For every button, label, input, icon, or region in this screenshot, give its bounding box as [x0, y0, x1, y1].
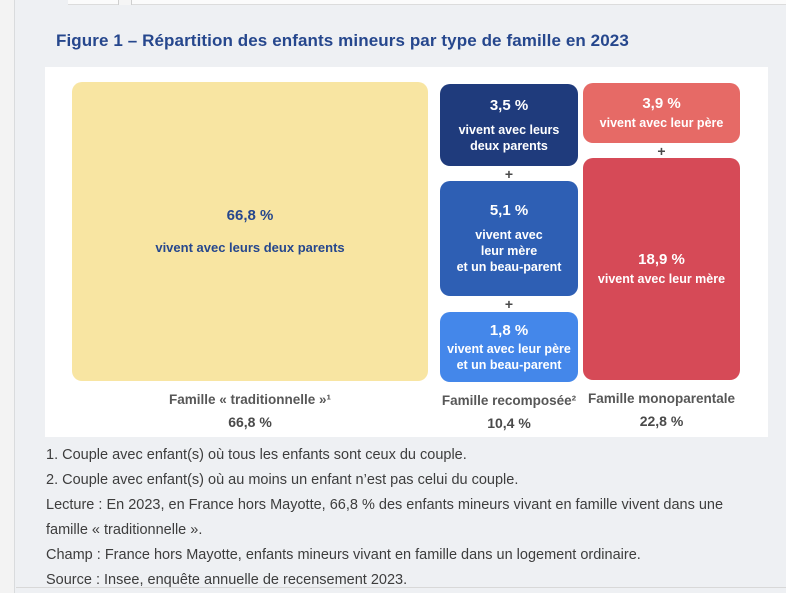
family-type-total: 10,4 % [487, 415, 531, 431]
block-percent: 5,1 % [489, 202, 529, 219]
block-description: vivent avec leur mère [598, 271, 725, 287]
block-mere-beau-parent: 5,1 % vivent avec leur mère et un beau-p… [440, 181, 578, 296]
family-type-total: 66,8 % [228, 414, 272, 430]
figure-title: Figure 1 – Répartition des enfants mineu… [56, 31, 629, 50]
column-monoparentale: 3,9 % vivent avec leur père + 18,9 % viv… [583, 83, 740, 429]
note-source: Source : Insee, enquête annuelle de rece… [46, 572, 408, 588]
description-line: vivent avec [475, 228, 543, 242]
chart-columns: 66,8 % vivent avec leurs deux parents Fa… [72, 82, 740, 431]
figure-notes: 1. Couple avec enfant(s) où tous les enf… [46, 443, 752, 593]
description-line: vivent avec leurs [458, 122, 560, 137]
block-description: vivent avec leurs deux parents [155, 240, 344, 256]
note-lecture: Lecture : En 2023, en France hors Mayott… [46, 497, 724, 538]
column-label-monoparentale: Famille monoparentale 22,8 % [583, 391, 740, 429]
description-line: et un beau-parent [456, 357, 562, 372]
block-percent: 1,8 % [489, 321, 529, 339]
block-description: vivent avec leur mère et un beau-parent [457, 227, 562, 275]
column-traditionnelle: 66,8 % vivent avec leurs deux parents Fa… [72, 82, 428, 430]
chart-panel: 66,8 % vivent avec leurs deux parents Fa… [45, 67, 768, 437]
description-line: vivent avec leur père [447, 341, 571, 356]
block-mere-seule: 18,9 % vivent avec leur mère [583, 158, 740, 380]
footnote-1: 1. Couple avec enfant(s) où tous les enf… [46, 447, 467, 463]
description-line: deux parents [470, 138, 548, 153]
tab-notch [118, 0, 132, 5]
column-label-recomposee: Famille recomposée² 10,4 % [440, 393, 578, 431]
bottom-divider [16, 587, 786, 588]
plus-sign: + [504, 165, 514, 182]
plus-row: + [440, 165, 578, 182]
description-line: vivent avec leurs deux parents [155, 240, 345, 255]
block-percent: 66,8 % [226, 207, 274, 224]
family-type-name: Famille « traditionnelle »¹ [168, 392, 332, 407]
block-pere-seul: 3,9 % vivent avec leur père [583, 83, 740, 143]
description-line: vivent avec leur père [599, 116, 724, 130]
block-pere-beau-parent: 1,8 % vivent avec leur père et un beau-p… [440, 312, 578, 382]
description-line: leur mère [480, 244, 538, 258]
block-description: vivent avec leur père et un beau-parent [447, 341, 571, 373]
family-type-total: 22,8 % [639, 413, 684, 429]
column-label-traditionnelle: Famille « traditionnelle »¹ 66,8 % [72, 392, 428, 430]
block-description: vivent avec leurs deux parents [459, 122, 560, 154]
block-description: vivent avec leur père [600, 115, 724, 131]
description-line: vivent avec leur mère [597, 272, 726, 286]
plus-sign: + [657, 142, 666, 159]
plus-row: + [583, 142, 740, 159]
footnote-2: 2. Couple avec enfant(s) où au moins un … [46, 472, 519, 488]
column-recomposee: 3,5 % vivent avec leurs deux parents + 5… [440, 84, 578, 431]
family-type-name: Famille monoparentale [587, 391, 736, 406]
family-type-name: Famille recomposée² [441, 393, 577, 408]
plus-sign: + [504, 296, 514, 312]
top-border-strip [68, 0, 786, 5]
note-champ: Champ : France hors Mayotte, enfants min… [46, 547, 641, 563]
block-percent: 3,5 % [489, 96, 529, 114]
block-percent: 18,9 % [638, 251, 685, 268]
block-percent: 3,9 % [642, 95, 681, 112]
block-deux-parents-recomposee: 3,5 % vivent avec leurs deux parents [440, 84, 578, 166]
description-line: et un beau-parent [456, 260, 562, 274]
left-gutter [0, 0, 15, 593]
block-traditionnelle: 66,8 % vivent avec leurs deux parents [72, 82, 428, 381]
plus-row: + [440, 296, 578, 312]
